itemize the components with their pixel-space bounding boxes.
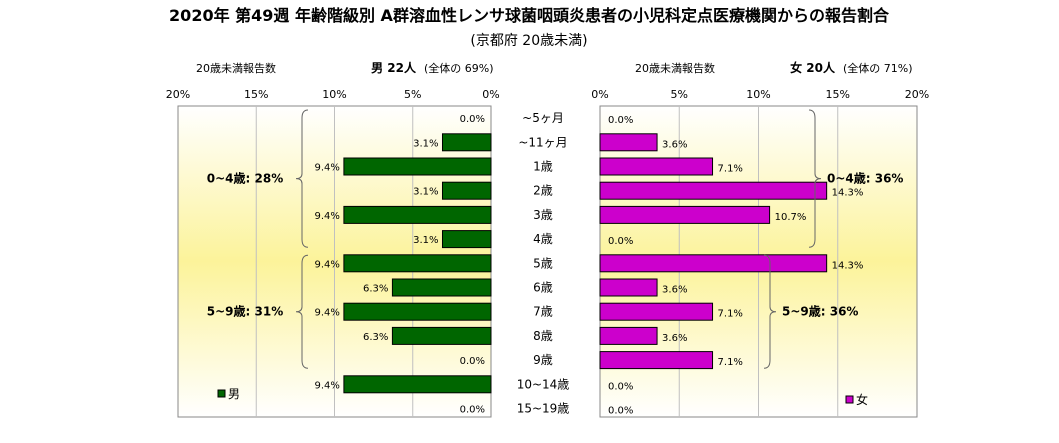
category-label: 5歳: [533, 256, 553, 270]
female-value-label: 3.6%: [662, 333, 687, 344]
female-bar: [599, 157, 714, 176]
category-label: 9歳: [533, 353, 553, 367]
female-bar: [599, 278, 658, 297]
male-bar: [343, 205, 492, 224]
male-value-label: 3.1%: [413, 235, 438, 246]
male-group-label: 0~4歳: 28%: [207, 171, 283, 186]
female-group-brace: [763, 254, 777, 369]
category-label: ~11ヶ月: [518, 135, 567, 149]
female-x-tick-label: 15%: [826, 88, 850, 101]
female-value-label: 0.0%: [608, 236, 633, 247]
category-label: 6歳: [533, 281, 553, 295]
male-header-share: (全体の 69%): [424, 61, 494, 75]
female-bar: [599, 133, 658, 152]
female-value-label: 3.6%: [662, 285, 687, 296]
male-bar: [441, 133, 492, 152]
female-value-label: 7.1%: [718, 164, 743, 175]
male-value-label: 9.4%: [314, 308, 339, 319]
female-value-label: 14.3%: [832, 260, 864, 271]
female-bar: [599, 205, 771, 224]
male-value-label: 0.0%: [460, 405, 485, 416]
male-x-tick-label: 20%: [166, 88, 190, 101]
female-x-tick-label: 5%: [671, 88, 688, 101]
male-bar: [441, 230, 492, 249]
male-x-tick-label: 15%: [244, 88, 268, 101]
male-group-label: 5~9歳: 31%: [207, 304, 283, 319]
female-header-label: 20歳未満報告数: [635, 62, 715, 75]
category-label: 15~19歳: [517, 402, 570, 416]
male-value-label: 0.0%: [460, 114, 485, 125]
category-label: 1歳: [533, 160, 553, 174]
male-bar: [391, 278, 492, 297]
male-bar: [343, 302, 492, 321]
male-value-label: 9.4%: [314, 163, 339, 174]
female-bar: [599, 302, 714, 321]
female-value-label: 10.7%: [775, 212, 807, 223]
female-group-label: 5~9歳: 36%: [782, 304, 858, 319]
male-value-label: 9.4%: [314, 380, 339, 391]
female-legend-label: 女: [856, 392, 868, 407]
male-value-label: 6.3%: [363, 284, 388, 295]
male-bar: [391, 326, 492, 345]
male-legend-label: 男: [228, 387, 240, 401]
male-value-label: 3.1%: [413, 138, 438, 149]
female-value-label: 0.0%: [608, 381, 633, 392]
category-label: ~5ヶ月: [522, 111, 564, 125]
category-label: 7歳: [533, 305, 553, 319]
female-header-count: 女 20人: [790, 60, 836, 75]
male-group-brace: [295, 109, 309, 248]
male-group-brace: [295, 254, 309, 369]
male-legend-swatch: [217, 389, 226, 398]
male-value-label: 0.0%: [460, 356, 485, 367]
category-label: 8歳: [533, 329, 553, 343]
chart-title: 2020年 第49週 年齢階級別 A群溶血性レンサ球菌咽頭炎患者の小児科定点医療…: [169, 6, 890, 25]
female-bar: [599, 181, 828, 200]
female-bar: [599, 326, 658, 345]
female-group-label: 0~4歳: 36%: [827, 171, 903, 186]
male-x-tick-label: 0%: [482, 88, 499, 101]
female-x-tick-label: 0%: [591, 88, 608, 101]
female-legend-swatch: [845, 395, 854, 404]
male-bar: [343, 375, 492, 394]
female-value-label: 14.3%: [832, 188, 864, 199]
male-header-label: 20歳未満報告数: [196, 62, 276, 75]
male-value-label: 6.3%: [363, 332, 388, 343]
female-value-label: 0.0%: [608, 406, 633, 417]
female-header-share: (全体の 71%): [843, 61, 913, 75]
female-x-tick-label: 10%: [746, 88, 770, 101]
chart-subtitle: (京都府 20歳未満): [470, 33, 587, 49]
male-bar: [343, 157, 492, 176]
female-value-label: 7.1%: [718, 357, 743, 368]
male-x-tick-label: 5%: [404, 88, 421, 101]
category-label: 10~14歳: [517, 377, 570, 391]
female-x-tick-label: 20%: [905, 88, 929, 101]
male-value-label: 3.1%: [413, 187, 438, 198]
category-label: 2歳: [533, 184, 553, 198]
female-bar: [599, 351, 714, 370]
male-header-count: 男 22人: [371, 60, 417, 75]
female-value-label: 0.0%: [608, 115, 633, 126]
male-bar: [343, 254, 492, 273]
female-group-brace: [808, 109, 822, 248]
category-label: 3歳: [533, 208, 553, 222]
female-bar: [599, 254, 828, 273]
male-bar: [441, 181, 492, 200]
male-x-tick-label: 10%: [322, 88, 346, 101]
male-value-label: 9.4%: [314, 259, 339, 270]
category-label: 4歳: [533, 232, 553, 246]
male-value-label: 9.4%: [314, 211, 339, 222]
female-value-label: 7.1%: [718, 309, 743, 320]
female-value-label: 3.6%: [662, 139, 687, 150]
